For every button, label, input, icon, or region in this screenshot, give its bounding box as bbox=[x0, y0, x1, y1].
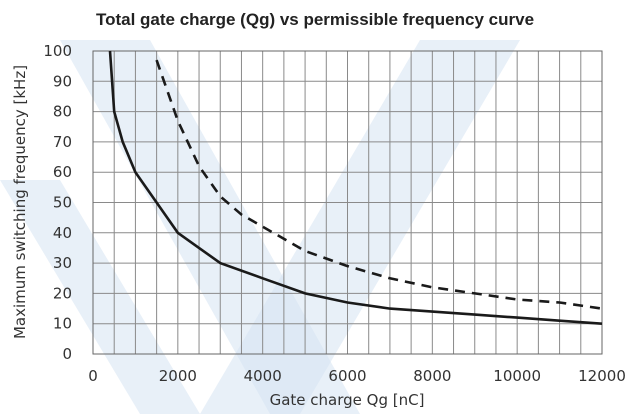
x-axis-label: Gate charge Qg [nC] bbox=[270, 391, 425, 409]
plot-frame bbox=[92, 50, 603, 355]
y-tick-label: 90 bbox=[53, 72, 72, 90]
x-tick-label: 2000 bbox=[159, 367, 197, 385]
y-tick-label: 40 bbox=[53, 224, 72, 242]
x-tick-label: 4000 bbox=[244, 367, 282, 385]
y-tick-label: 0 bbox=[62, 345, 72, 363]
y-tick-label: 80 bbox=[53, 103, 72, 121]
y-tick-label: 10 bbox=[53, 315, 72, 333]
y-tick-label: 100 bbox=[43, 42, 72, 60]
y-tick-label: 30 bbox=[53, 254, 72, 272]
y-tick-label: 20 bbox=[53, 284, 72, 302]
x-tick-label: 8000 bbox=[413, 367, 451, 385]
x-tick-label: 12000 bbox=[578, 367, 626, 385]
x-tick-labels: 0 2000 4000 6000 8000 10000 12000 bbox=[88, 367, 626, 385]
y-tick-label: 70 bbox=[53, 133, 72, 151]
y-tick-labels: 0 10 20 30 40 50 60 70 80 90 100 bbox=[43, 42, 72, 363]
y-axis-label: Maximum switching frequency [kHz] bbox=[11, 65, 29, 339]
y-tick-label: 60 bbox=[53, 163, 72, 181]
watermark bbox=[0, 40, 520, 414]
x-tick-label: 10000 bbox=[493, 367, 541, 385]
series-line-solid bbox=[108, 50, 603, 325]
x-tick-label: 6000 bbox=[328, 367, 366, 385]
y-tick-label: 50 bbox=[53, 194, 72, 212]
chart-title: Total gate charge (Qg) vs permissible fr… bbox=[96, 10, 534, 29]
series-line-dashed bbox=[155, 59, 603, 310]
x-tick-label: 0 bbox=[88, 367, 98, 385]
series-layer bbox=[108, 50, 603, 325]
